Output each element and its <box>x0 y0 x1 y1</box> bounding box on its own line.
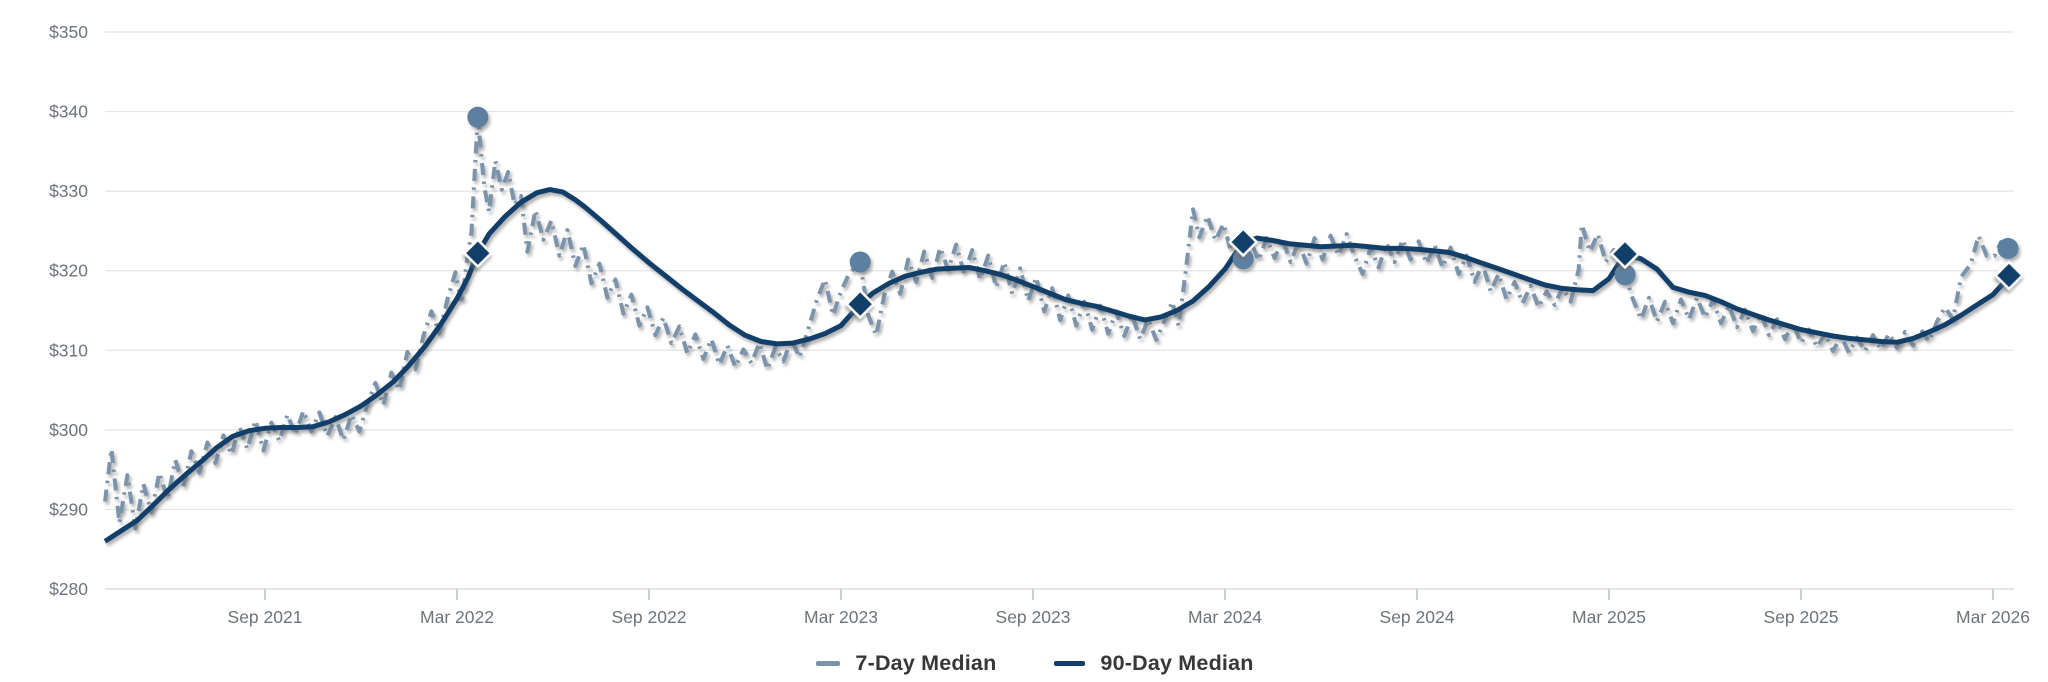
x-axis-label: Sep 2025 <box>1764 607 1839 627</box>
y-axis-label: $310 <box>49 340 88 360</box>
annual-marker-circle <box>849 251 871 273</box>
x-axis-label: Sep 2024 <box>1380 607 1455 627</box>
legend-item-90-day-median[interactable]: 90-Day Median <box>1054 651 1253 676</box>
chart-legend: 7-Day Median 90-Day Median <box>0 651 2048 676</box>
annual-marker-circle <box>467 106 489 128</box>
annual-marker-diamond <box>844 288 876 320</box>
x-axis-label: Mar 2022 <box>420 607 494 627</box>
y-axis-label: $290 <box>49 499 88 519</box>
x-axis-label: Mar 2023 <box>804 607 878 627</box>
y-axis-label: $320 <box>49 261 88 281</box>
y-axis-label: $280 <box>49 579 88 599</box>
legend-swatch-90-day-icon <box>1054 661 1086 666</box>
y-axis-label: $330 <box>49 181 88 201</box>
legend-label-7-day-median: 7-Day Median <box>855 651 997 675</box>
y-axis-label: $350 <box>49 22 88 42</box>
x-axis-label: Mar 2024 <box>1188 607 1262 627</box>
annual-marker-diamond <box>1228 226 1259 258</box>
x-axis-label: Mar 2025 <box>1572 607 1646 627</box>
x-axis-label: Sep 2023 <box>996 607 1071 627</box>
x-axis-label: Sep 2021 <box>228 607 303 627</box>
series-line-90-day-median <box>103 187 2011 544</box>
legend-swatch-7-day-icon <box>816 661 841 666</box>
legend-label-90-day-median: 90-Day Median <box>1100 651 1254 675</box>
legend-item-7-day-median[interactable]: 7-Day Median <box>816 651 996 676</box>
x-axis-label: Sep 2022 <box>612 607 687 627</box>
annual-marker-circle <box>1997 237 2019 259</box>
annual-marker-diamond <box>1609 238 1641 270</box>
series-line-7-day-median <box>103 115 2010 531</box>
annual-marker-diamond <box>462 238 494 269</box>
annual-marker-circle <box>1232 248 1254 270</box>
x-axis-label: Mar 2026 <box>1956 607 2030 627</box>
annual-marker-diamond <box>1993 260 2025 291</box>
y-axis-label: $340 <box>49 102 88 122</box>
y-axis-label: $300 <box>49 420 88 440</box>
annual-marker-circle <box>1614 264 1636 286</box>
